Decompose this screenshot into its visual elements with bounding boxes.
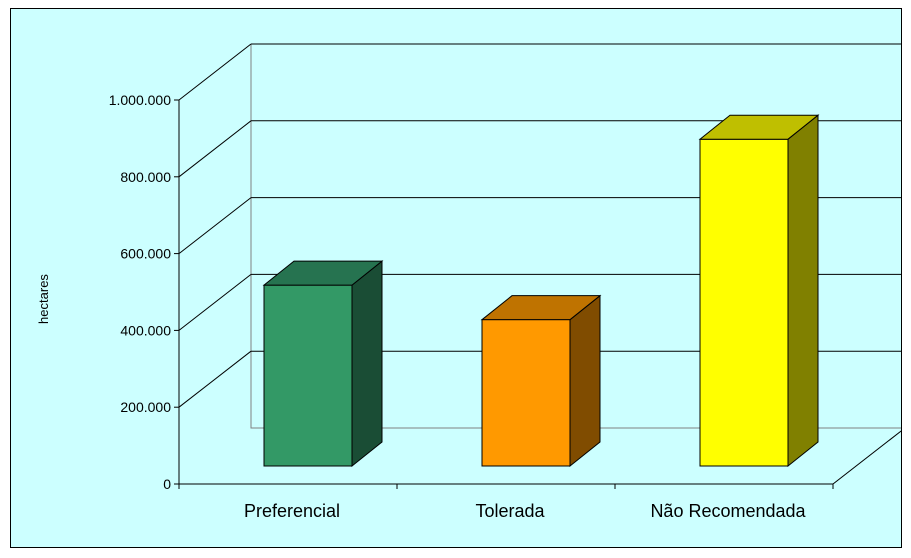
bar-chart: 0 200.000 400.000 600.000 800.000 1.000.000 Pr… [36, 43, 901, 521]
y-tick-label: 400.000 [120, 322, 171, 338]
bar-side [351, 260, 383, 468]
axes [174, 99, 834, 489]
bar-side [569, 294, 601, 468]
bar [480, 294, 602, 468]
gridline-diagonal [178, 350, 252, 408]
bar-front [699, 138, 789, 467]
gridline-diagonal [178, 43, 252, 101]
bar-top [698, 114, 820, 140]
x-tick-label: Preferencial [244, 501, 340, 521]
tick-labels: 0 200.000 400.000 600.000 800.000 1.000.000 Pr… [109, 92, 807, 521]
y-tick-label: 0 [163, 476, 171, 492]
x-tick-label: Tolerada [475, 501, 545, 521]
back-wall-edge [250, 44, 901, 429]
gridline-diagonal [178, 274, 252, 331]
y-tick-label: 800.000 [120, 169, 171, 185]
bar [698, 114, 820, 468]
x-tick-label: Não Recomendada [650, 501, 806, 521]
bar-front [263, 284, 353, 467]
bars [262, 114, 820, 468]
bar [262, 260, 384, 468]
bar-top [262, 260, 384, 286]
bar-top [480, 295, 602, 321]
gridline-diagonal [178, 120, 252, 178]
y-tick-label: 600.000 [120, 246, 171, 262]
y-tick-label: 200.000 [120, 399, 171, 415]
bar-side [787, 114, 819, 468]
bar-front [481, 319, 571, 467]
gridline-diagonal [178, 197, 252, 254]
chart-frame: 0 200.000 400.000 600.000 800.000 1.000.000 Pr… [10, 8, 902, 548]
y-axis-label: hectares [36, 274, 51, 324]
y-tick-label: 1.000.000 [109, 92, 171, 108]
